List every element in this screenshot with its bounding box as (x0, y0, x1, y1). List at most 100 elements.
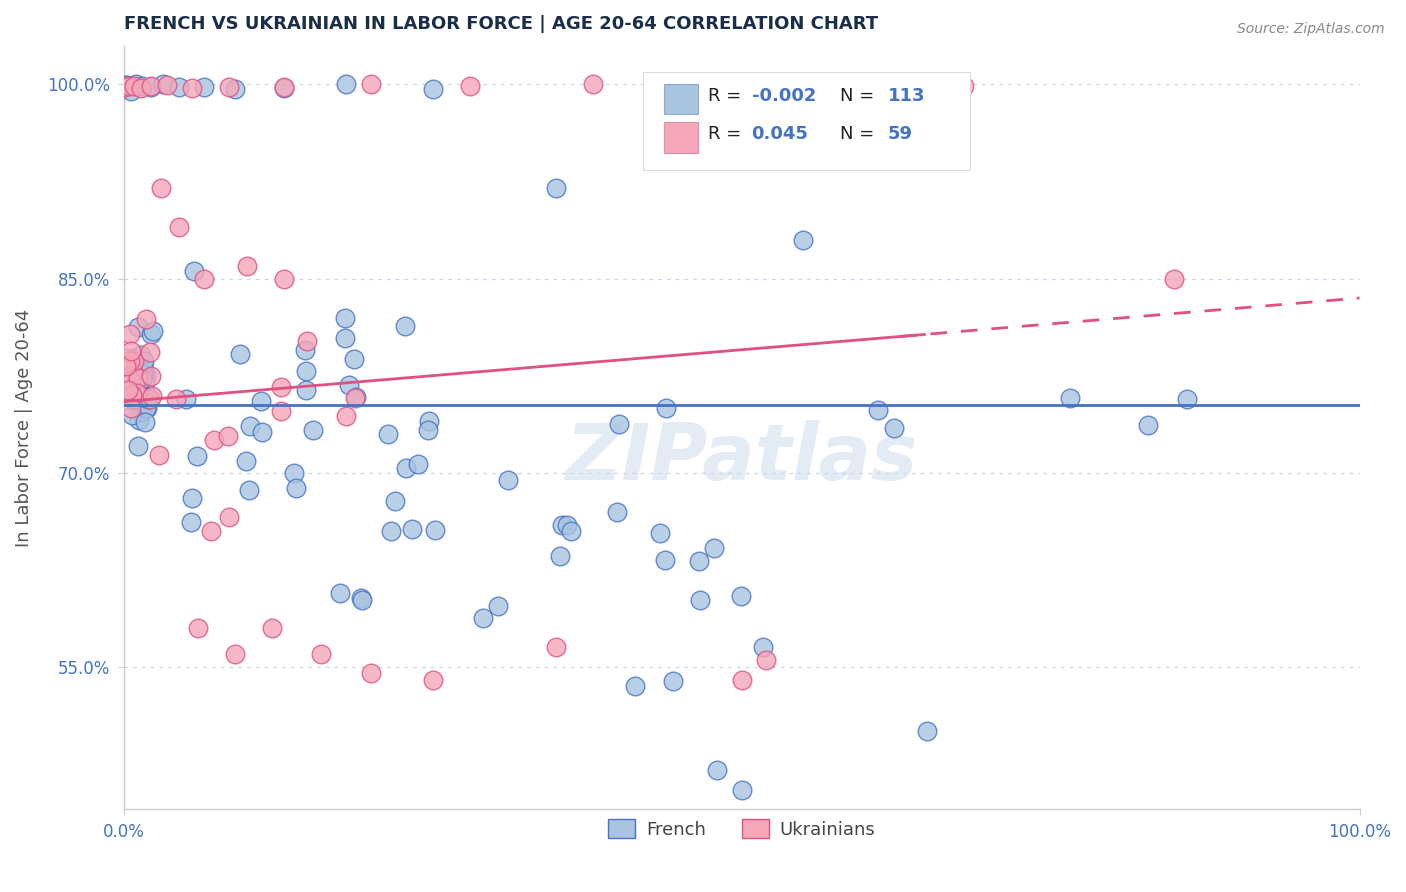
Point (152, 78, 174, 92)
Text: 113: 113 (887, 87, 925, 105)
Point (180, 516, 202, 530)
Point (350, 591, 373, 606)
Point (131, 372, 153, 386)
Point (120, 353, 142, 368)
Point (134, 415, 156, 429)
Point (422, 82, 444, 96)
Point (129, 348, 152, 362)
Point (706, 764, 728, 778)
Point (458, 78, 481, 93)
Point (121, 408, 143, 422)
Point (122, 364, 145, 378)
Point (131, 79, 153, 94)
Point (127, 439, 149, 453)
Point (377, 426, 399, 441)
Point (217, 429, 239, 443)
Point (120, 343, 142, 358)
Point (183, 264, 205, 278)
Point (418, 413, 440, 427)
Point (302, 424, 325, 438)
Point (472, 610, 495, 624)
Text: 0.045: 0.045 (752, 125, 808, 144)
Point (688, 554, 710, 568)
Point (118, 79, 141, 94)
Text: Source: ZipAtlas.com: Source: ZipAtlas.com (1237, 22, 1385, 37)
Point (114, 80, 136, 95)
Point (423, 523, 446, 537)
Point (337, 377, 360, 392)
Point (294, 383, 316, 397)
Point (329, 586, 352, 600)
Point (187, 621, 209, 635)
Point (156, 78, 179, 93)
Point (169, 80, 191, 95)
Point (273, 271, 295, 285)
Point (165, 392, 187, 407)
Point (117, 367, 139, 381)
Point (295, 364, 318, 378)
Point (406, 458, 429, 472)
Text: N =: N = (841, 87, 880, 105)
Point (114, 359, 136, 373)
Point (486, 599, 509, 614)
Point (546, 640, 568, 655)
Point (270, 380, 292, 394)
Point (648, 525, 671, 540)
Point (120, 372, 142, 386)
Point (344, 392, 367, 406)
Text: FRENCH VS UKRAINIAN IN LABOR FORCE | AGE 20-64 CORRELATION CHART: FRENCH VS UKRAINIAN IN LABOR FORCE | AGE… (124, 15, 877, 33)
Point (401, 522, 423, 536)
Point (125, 78, 148, 92)
Point (250, 425, 273, 439)
Point (135, 368, 157, 382)
Point (141, 389, 163, 403)
Point (120, 374, 142, 388)
Point (135, 397, 157, 411)
Point (124, 351, 146, 365)
Point (125, 386, 148, 401)
Point (606, 505, 628, 519)
Point (129, 81, 152, 95)
Point (551, 518, 574, 533)
Point (548, 549, 571, 563)
Point (224, 647, 246, 661)
Point (262, 621, 284, 635)
Point (224, 82, 246, 96)
Point (148, 448, 170, 462)
Point (422, 673, 444, 687)
Point (1059, 392, 1081, 406)
Point (114, 78, 136, 92)
Point (132, 364, 155, 378)
Point (186, 449, 208, 463)
Point (546, 181, 568, 195)
Point (662, 673, 685, 688)
Point (360, 666, 382, 681)
Point (273, 81, 295, 95)
Point (117, 374, 139, 388)
Point (218, 79, 240, 94)
Point (135, 401, 157, 415)
Point (555, 517, 578, 532)
Point (270, 404, 292, 418)
Point (416, 424, 439, 438)
Point (127, 378, 149, 392)
Point (127, 320, 149, 334)
Point (127, 371, 149, 385)
FancyBboxPatch shape (664, 122, 699, 153)
Point (285, 481, 308, 495)
Point (866, 402, 889, 417)
Point (582, 78, 605, 92)
Point (132, 354, 155, 368)
Text: R =: R = (709, 87, 747, 105)
Point (174, 392, 197, 406)
Point (1163, 271, 1185, 285)
Text: R =: R = (709, 125, 747, 144)
Point (131, 389, 153, 403)
Point (120, 401, 142, 416)
Point (132, 368, 155, 382)
Point (122, 353, 145, 368)
Point (135, 311, 157, 326)
Point (395, 461, 418, 475)
Point (883, 421, 905, 435)
Point (139, 326, 162, 341)
